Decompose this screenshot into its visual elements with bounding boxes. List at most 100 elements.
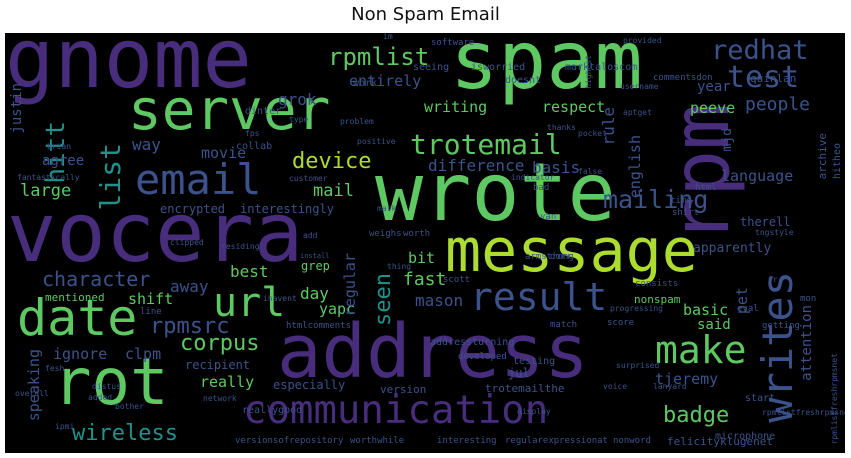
word-dinter: collab bbox=[236, 141, 273, 152]
word-residing: clipped bbox=[170, 238, 204, 247]
word-bother: overall bbox=[15, 389, 49, 398]
word-rpmlist: rpmlist bbox=[328, 43, 430, 71]
word-dorr: armstrong bbox=[525, 252, 574, 262]
word-felicityklugenet: felicityklugenet bbox=[667, 435, 773, 448]
word-message: message bbox=[445, 216, 698, 286]
word-character: character bbox=[42, 267, 151, 291]
word-ihavent: htmlcomments bbox=[286, 321, 352, 331]
word-false: van bbox=[540, 212, 557, 222]
word-marktaloscom: isworried bbox=[471, 62, 526, 73]
word-mon: mon bbox=[800, 294, 817, 304]
word-way: way bbox=[132, 135, 161, 154]
word-added: network bbox=[203, 394, 237, 403]
word-day: day bbox=[300, 284, 329, 303]
word-vocera: vocera bbox=[7, 186, 304, 281]
word-agree: agree bbox=[42, 153, 85, 169]
word-corpus: corpus bbox=[180, 331, 260, 356]
word-worth: weighs bbox=[369, 229, 402, 239]
word-scott: dorr bbox=[550, 252, 572, 262]
word-brian: im bbox=[383, 33, 393, 41]
word-interesting: interesting bbox=[437, 436, 497, 446]
word-wrote: wrote bbox=[375, 146, 616, 239]
word-communication: communication bbox=[243, 388, 549, 433]
word-server: server bbox=[128, 78, 331, 143]
word-best: best bbox=[230, 262, 269, 281]
word-especially: especially bbox=[273, 378, 346, 392]
word-shirt: shirt bbox=[672, 208, 700, 218]
word-nonword: nonword bbox=[613, 436, 651, 446]
word-start: start bbox=[745, 393, 776, 404]
word-fantastically: brian bbox=[47, 142, 72, 151]
word-result: result bbox=[470, 275, 608, 319]
word-indicator: tngstyle bbox=[755, 228, 794, 237]
word-customer: fps bbox=[245, 129, 260, 138]
word-wrong: ipmi bbox=[55, 422, 75, 431]
word-url: url bbox=[213, 280, 286, 326]
word-weighs: install bbox=[300, 252, 330, 260]
word-mark: false bbox=[578, 167, 603, 176]
word-getting: getting bbox=[762, 321, 800, 331]
word-regular: regular bbox=[341, 253, 359, 317]
word-type: work bbox=[353, 78, 378, 89]
word-html: html bbox=[695, 183, 717, 193]
word-developed: developed bbox=[458, 352, 507, 362]
word-spam: spam bbox=[450, 33, 643, 107]
word-archive: archive bbox=[816, 133, 829, 180]
word-list: list bbox=[94, 143, 127, 211]
word-gnome: gnome bbox=[5, 33, 252, 107]
word-software: positive bbox=[357, 137, 396, 146]
word-reallygood: fesh bbox=[45, 364, 65, 373]
word-trotemail: trotemail bbox=[410, 128, 562, 161]
word-eval: eval bbox=[737, 304, 759, 314]
word-commentsdon: marktaloscom bbox=[565, 62, 638, 73]
word-wireless: wireless bbox=[72, 421, 178, 446]
word-rule: rule bbox=[599, 107, 618, 146]
word-quinlan: quinlan bbox=[750, 72, 797, 85]
word-ignore: ignore bbox=[53, 345, 108, 363]
word-addressturning: addressturning bbox=[430, 337, 515, 348]
word-problem: aptget bbox=[623, 108, 652, 117]
word-movie: movie bbox=[201, 144, 247, 162]
word-away: away bbox=[170, 277, 209, 296]
word-mason: mason bbox=[415, 291, 464, 310]
word-entirely: entirely bbox=[349, 72, 422, 90]
word-seeing: software bbox=[431, 38, 475, 48]
word-badge: badge bbox=[663, 403, 730, 428]
word-install: add bbox=[303, 231, 318, 240]
word-versionsofrepository: versionsofrepository bbox=[235, 436, 344, 446]
word-redhat: redhat bbox=[711, 35, 809, 66]
word-thanks: mark bbox=[377, 204, 397, 213]
word-rpmlistfreshrpmsnet-vertical: rpmlistfreshrpmsnet bbox=[830, 353, 839, 445]
word-rpmlistfreshrpmsnet: provided bbox=[623, 36, 662, 45]
word-worthwhile: worthwhile bbox=[350, 436, 405, 446]
word-display: progressing bbox=[610, 304, 663, 313]
word-add: residing bbox=[221, 242, 260, 251]
word-distus: added bbox=[88, 393, 113, 402]
word-htmlcomments: line bbox=[140, 307, 162, 317]
word-username: commentsdon bbox=[653, 73, 713, 83]
word-ipmi: rpmlistfreshrpmsnet bbox=[762, 408, 845, 417]
word-tjeremy: tjeremy bbox=[655, 370, 719, 388]
word-mjd: mjd bbox=[720, 128, 735, 152]
word-voice: display bbox=[517, 407, 551, 416]
word-yapc: yapc bbox=[319, 300, 356, 318]
word-date: date bbox=[17, 289, 138, 347]
word-fesh: lanyard bbox=[653, 382, 687, 391]
word-regularexpressionat: regularexpressionat bbox=[505, 436, 608, 446]
word-mailing: mailing bbox=[603, 185, 709, 214]
word-match: match bbox=[550, 320, 578, 330]
word-basis: basis bbox=[532, 158, 581, 177]
word-time: time bbox=[670, 196, 692, 206]
word-isworried: seeing bbox=[413, 62, 450, 73]
word-year: year bbox=[697, 79, 731, 95]
word-aptget: pocket bbox=[578, 129, 607, 138]
word-respect: respect bbox=[542, 98, 606, 116]
word-address: address bbox=[277, 309, 589, 395]
word-overall: fantastically bbox=[17, 173, 80, 182]
word-armstrong: thing bbox=[387, 262, 412, 271]
word-fast: fast bbox=[403, 269, 447, 290]
word-clipped: ihavent bbox=[263, 294, 297, 303]
word-hitheo: hitheo bbox=[832, 143, 843, 180]
word-make: make bbox=[655, 328, 747, 372]
word-provided: highest bbox=[584, 55, 593, 89]
